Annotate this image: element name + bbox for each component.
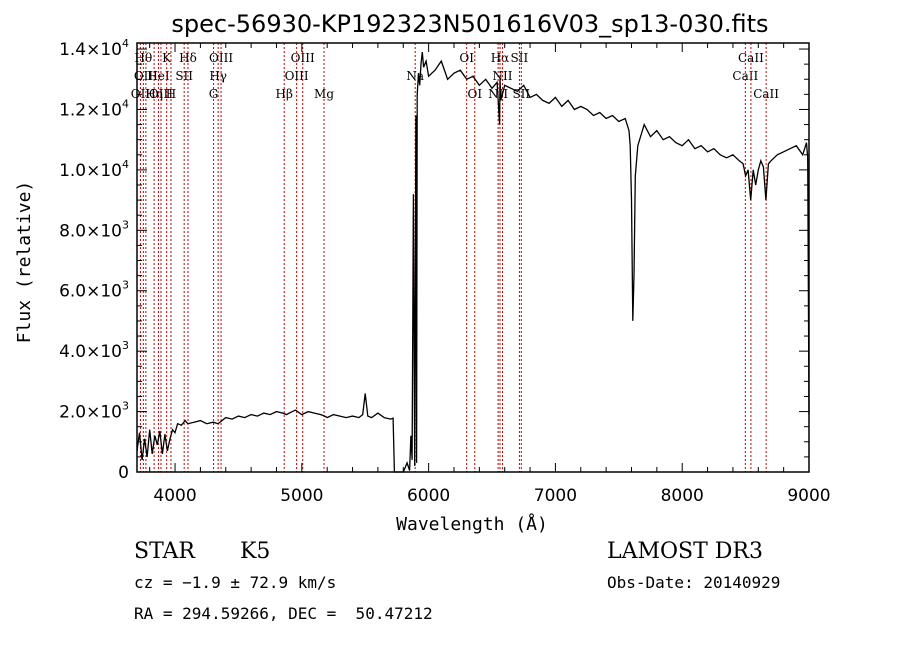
x-tick-label: 6000 xyxy=(407,486,450,506)
y-tick-label: 1.4×104 xyxy=(59,37,129,60)
line-marker-label: CaII xyxy=(738,51,764,65)
line-marker-label: CaII xyxy=(732,69,758,83)
line-marker-label: Hδ xyxy=(179,51,197,65)
observation-date: Obs-Date: 20140929 xyxy=(607,573,781,592)
line-marker-label: OIII xyxy=(291,51,315,65)
line-marker-label: SII xyxy=(175,69,193,83)
survey-name: LAMOST DR3 xyxy=(607,539,763,564)
x-tick-label: 5000 xyxy=(280,486,323,506)
y-tick-label: 8.0×103 xyxy=(59,218,129,241)
line-marker-label: OIII xyxy=(149,87,173,101)
line-marker-label: SII xyxy=(511,51,529,65)
y-axis-label: Flux (relative) xyxy=(14,181,35,344)
spectrum-line xyxy=(136,52,810,473)
y-tick-label: 4.0×103 xyxy=(59,339,129,362)
x-tick-label: 7000 xyxy=(534,486,577,506)
chart-title: spec-56930-KP192323N501616V03_sp13-030.f… xyxy=(171,10,768,38)
x-tick-label: 9000 xyxy=(787,486,830,506)
axis-ticks: 4000 5000 6000 7000 8000 9000 0 2.0×103 4.0×103 6… xyxy=(59,37,831,506)
line-marker-label: Hη xyxy=(145,87,163,101)
y-tick-label: 2.0×103 xyxy=(59,400,129,423)
x-tick-label: 8000 xyxy=(661,486,704,506)
y-tick-label: 1.0×104 xyxy=(59,158,129,181)
redshift-text: cz = −1.9 ± 72.9 km/s xyxy=(134,573,337,592)
line-marker-label: HeI xyxy=(147,69,170,83)
y-tick-label: 1.2×104 xyxy=(59,97,129,120)
line-marker-label: G xyxy=(209,87,219,101)
line-marker-label: Na xyxy=(406,69,424,83)
line-marker-label: Hγ xyxy=(209,69,227,83)
line-marker-label: Mg xyxy=(314,87,334,101)
object-class: STAR xyxy=(134,539,195,564)
object-subclass: K5 xyxy=(240,539,271,564)
line-marker-label: NII xyxy=(493,69,513,83)
line-marker-label: CaII xyxy=(753,87,779,101)
y-tick-label: 0 xyxy=(118,463,129,483)
line-marker-label: Hβ xyxy=(276,87,293,101)
line-marker-label: OI xyxy=(467,87,482,101)
emission-line-markers: OIIHθOIIIHηHeIOIIIKHSIIHδGHγOIIIHβOIIIOI… xyxy=(131,43,779,472)
x-axis-label: Wavelength (Å) xyxy=(396,513,548,535)
coordinates-text: RA = 294.59266, DEC = 50.47212 xyxy=(134,604,433,623)
line-marker-label: OIII xyxy=(209,51,233,65)
line-marker-label: OI xyxy=(459,51,474,65)
line-marker-label: Hθ xyxy=(134,51,152,65)
line-marker-label: Hα xyxy=(491,51,510,65)
y-tick-label: 6.0×103 xyxy=(59,279,129,302)
line-marker-label: H xyxy=(166,87,176,101)
line-marker-label: OIII xyxy=(285,69,309,83)
line-marker-label: K xyxy=(162,51,172,65)
plot-frame xyxy=(136,42,810,473)
x-tick-label: 4000 xyxy=(153,486,196,506)
